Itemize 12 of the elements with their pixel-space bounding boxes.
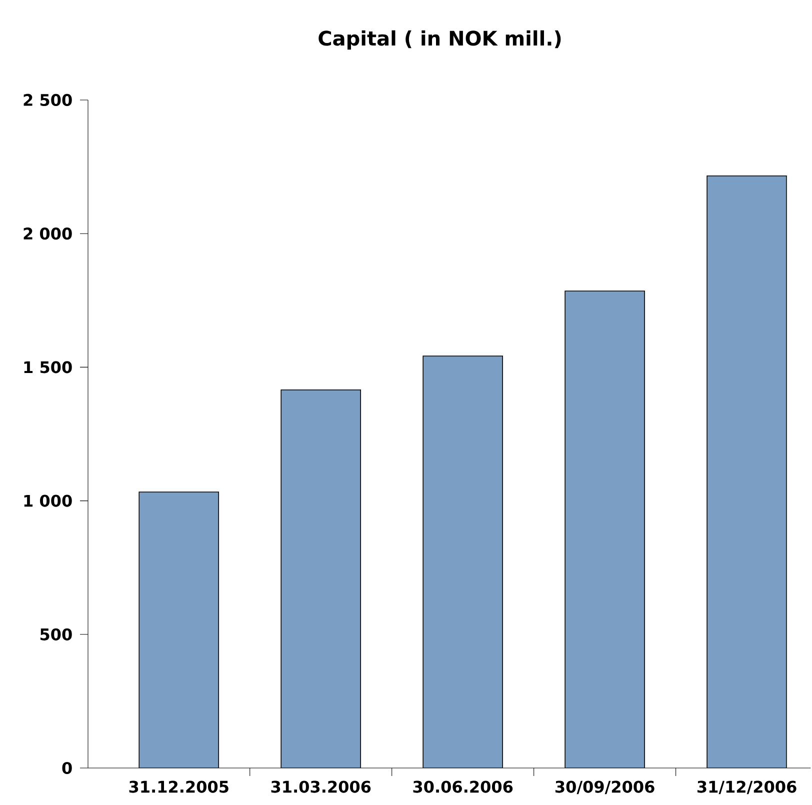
x-tick-label: 31/12/2006 <box>697 780 796 794</box>
chart-title: Capital ( in NOK mill.) <box>318 30 561 50</box>
y-tick-label: 0 <box>62 762 72 774</box>
x-tick-label: 31.12.2005 <box>129 780 228 793</box>
y-tick-label: 1 500 <box>24 361 72 374</box>
y-tick-label: 1 000 <box>24 494 72 507</box>
x-tick-label: 30.06.2006 <box>413 780 513 793</box>
y-tick-label: 2 500 <box>24 94 72 106</box>
x-tick-label: 31.03.2006 <box>271 780 371 793</box>
y-tick-label: 500 <box>40 628 72 640</box>
y-tick-label: 2 000 <box>24 228 72 240</box>
x-tick-label: 30/09/2006 <box>556 780 654 794</box>
